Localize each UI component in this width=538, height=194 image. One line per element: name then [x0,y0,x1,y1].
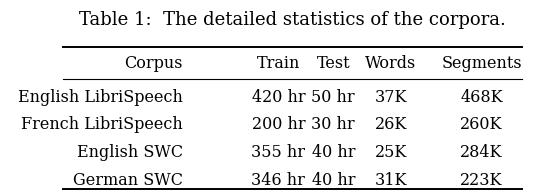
Text: Table 1:  The detailed statistics of the corpora.: Table 1: The detailed statistics of the … [79,11,506,29]
Text: Corpus: Corpus [124,55,183,72]
Text: 200 hr: 200 hr [252,116,305,133]
Text: 420 hr: 420 hr [252,88,305,106]
Text: 30 hr: 30 hr [312,116,355,133]
Text: 284K: 284K [460,144,502,161]
Text: 25K: 25K [374,144,407,161]
Text: 40 hr: 40 hr [312,144,355,161]
Text: French LibriSpeech: French LibriSpeech [21,116,183,133]
Text: 31K: 31K [374,172,407,189]
Text: 40 hr: 40 hr [312,172,355,189]
Text: 355 hr: 355 hr [251,144,306,161]
Text: 26K: 26K [374,116,407,133]
Text: 346 hr: 346 hr [251,172,305,189]
Text: Words: Words [365,55,416,72]
Text: German SWC: German SWC [73,172,183,189]
Text: 223K: 223K [460,172,502,189]
Text: Train: Train [257,55,300,72]
Text: 37K: 37K [374,88,407,106]
Text: Test: Test [316,55,350,72]
Text: 468K: 468K [460,88,503,106]
Text: Segments: Segments [441,55,522,72]
Text: 260K: 260K [460,116,502,133]
Text: English LibriSpeech: English LibriSpeech [18,88,183,106]
Text: English SWC: English SWC [76,144,183,161]
Text: 50 hr: 50 hr [312,88,355,106]
